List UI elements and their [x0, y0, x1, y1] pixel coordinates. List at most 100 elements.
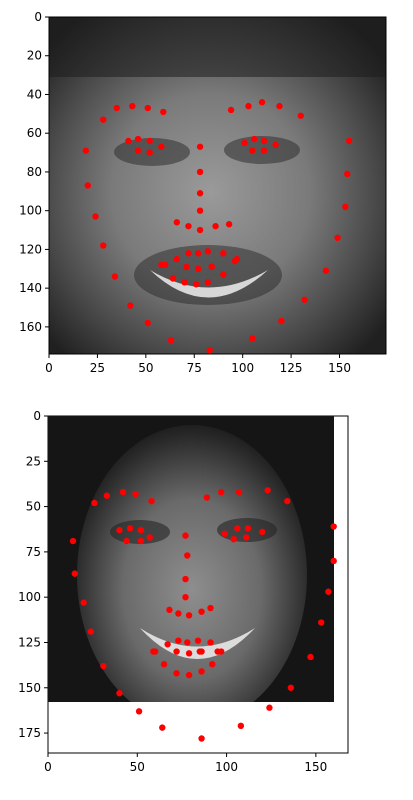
bottom-landmark-point — [123, 537, 130, 545]
top-landmark-point — [146, 137, 153, 145]
bottom-y-tick-label: 25 — [26, 454, 41, 468]
top-landmark-point — [206, 346, 213, 354]
top-y-tick-label: 0 — [34, 10, 42, 24]
bottom-landmark-point — [182, 575, 189, 583]
top-x-tick-label: 100 — [231, 361, 254, 375]
bottom-landmark-point — [235, 488, 243, 496]
bottom-landmark-point — [330, 523, 337, 530]
bottom-y-tick-label: 150 — [18, 681, 41, 695]
bottom-landmark-point — [80, 599, 87, 606]
top-x-tick-label: 75 — [187, 361, 202, 375]
bottom-y-tick-label: 0 — [33, 409, 41, 423]
bottom-landmark-point — [194, 637, 202, 644]
bottom-landmark-point — [243, 534, 250, 541]
top-y-tick-label: 140 — [19, 281, 42, 295]
bottom-landmark-point — [184, 552, 191, 559]
bottom-landmark-point — [244, 525, 252, 532]
bottom-landmark-point — [209, 661, 216, 668]
top-face-image — [49, 17, 386, 354]
top-landmark-point — [183, 263, 190, 271]
bottom-y-tick-label: 175 — [18, 726, 41, 740]
bottom-landmark-point — [234, 525, 241, 532]
bottom-y-tick-label: 75 — [26, 545, 41, 559]
top-landmark-point — [162, 261, 169, 269]
top-landmark-point — [249, 147, 256, 154]
bottom-landmark-point — [135, 708, 143, 715]
bottom-landmark-point — [221, 530, 228, 537]
bottom-landmark-point — [69, 537, 77, 545]
top-x-tick-label: 150 — [328, 361, 351, 375]
top-landmark-point — [258, 99, 266, 106]
top-landmark-point — [129, 102, 136, 110]
top-landmark-point — [134, 147, 142, 154]
top-landmark-point — [220, 271, 227, 278]
top-landmark-point — [185, 250, 192, 257]
top-landmark-point — [204, 279, 212, 286]
top-landmark-point — [346, 137, 353, 145]
bottom-landmark-point — [230, 536, 237, 543]
bottom-landmark-point — [91, 499, 98, 507]
top-landmark-point — [196, 207, 204, 214]
bottom-landmark-point — [185, 671, 193, 679]
bottom-landmark-point — [218, 488, 225, 496]
top-landmark-point — [196, 168, 204, 176]
top-landmark-point — [134, 135, 142, 143]
top-landmark-point — [342, 203, 349, 211]
bottom-landmark-point — [175, 610, 182, 617]
top-landmark-point — [334, 234, 341, 241]
top-y-tick-label: 60 — [27, 126, 42, 140]
bottom-landmark-point — [287, 684, 295, 691]
top-landmark-point — [167, 337, 175, 344]
top-landmark-point — [251, 135, 258, 143]
bottom-x-tick-label: 100 — [215, 760, 238, 774]
top-landmark-point — [225, 221, 233, 228]
bottom-axes: 0 50 100 150 0 25 50 75 100 125 150 175 — [18, 409, 327, 774]
bottom-landmark-point — [160, 661, 168, 668]
bottom-landmark-point — [207, 604, 214, 612]
top-landmark-point — [196, 226, 204, 234]
top-landmark-points — [82, 99, 353, 354]
top-landmark-point — [241, 139, 248, 147]
top-landmark-point — [100, 242, 107, 249]
bottom-landmark-point — [100, 662, 107, 670]
top-landmark-point — [196, 143, 204, 150]
top-landmark-point — [100, 116, 107, 123]
bottom-landmark-point — [198, 608, 205, 615]
bottom-landmark-point — [151, 648, 159, 655]
top-landmark-point — [260, 147, 268, 154]
bottom-landmark-point — [198, 668, 205, 675]
top-landmark-point — [231, 257, 239, 265]
top-landmark-point — [113, 104, 120, 112]
top-landmark-point — [260, 137, 268, 145]
top-x-tick-label: 25 — [90, 361, 105, 375]
top-landmark-point — [196, 190, 204, 197]
top-landmark-point — [185, 222, 192, 230]
top-landmark-point — [84, 182, 91, 189]
bottom-landmark-point — [307, 653, 314, 661]
top-landmark-point — [204, 248, 212, 255]
bottom-landmark-point — [182, 532, 189, 539]
bottom-landmark-point — [203, 494, 211, 501]
bottom-landmark-point — [126, 525, 134, 532]
top-landmark-point — [173, 219, 181, 226]
bottom-landmark-point — [182, 593, 189, 601]
bottom-landmark-point — [184, 639, 191, 646]
top-landmark-point — [272, 141, 279, 149]
top-landmark-point — [92, 213, 99, 220]
bottom-landmark-point — [166, 606, 173, 614]
top-landmark-point — [181, 279, 188, 286]
bottom-landmark-points — [69, 487, 337, 742]
top-y-tick-label: 100 — [19, 204, 42, 218]
top-y-tick-label: 20 — [27, 49, 42, 63]
top-y-tick-label: 160 — [19, 320, 42, 334]
bottom-landmark-point — [119, 488, 127, 496]
bottom-face-panel: 0 50 100 150 0 25 50 75 100 125 150 175 — [18, 409, 349, 774]
top-landmark-point — [192, 281, 200, 288]
top-axes: 0 25 50 75 100 125 150 0 20 40 60 80 100 120 140 160 — [19, 10, 351, 375]
bottom-landmark-point — [185, 612, 193, 619]
top-landmark-point — [158, 143, 165, 150]
bottom-landmark-point — [87, 628, 95, 635]
top-landmark-point — [144, 104, 151, 112]
top-landmark-point — [297, 112, 304, 119]
